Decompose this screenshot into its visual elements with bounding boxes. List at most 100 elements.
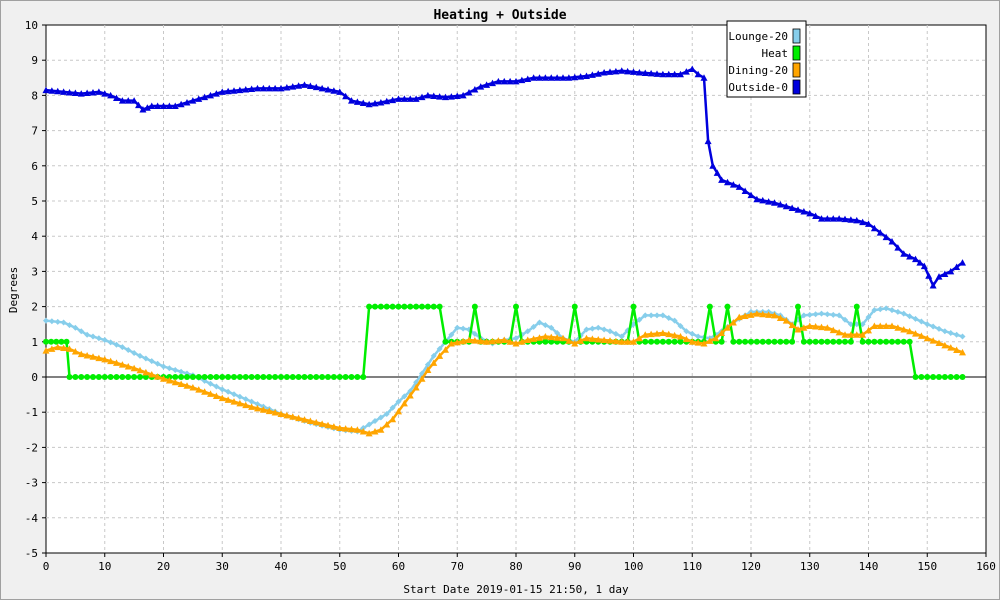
point-dining-20 (494, 337, 502, 344)
point-dining-20 (706, 337, 714, 344)
point-lounge-20 (883, 305, 890, 312)
point-dining-20 (829, 326, 837, 334)
point-dining-20 (365, 429, 373, 437)
point-outside-0 (947, 267, 955, 275)
point-lounge-20 (242, 396, 249, 403)
point-lounge-20 (554, 330, 561, 336)
point-dining-20 (794, 325, 802, 333)
point-outside-0 (916, 259, 924, 266)
point-dining-20 (847, 331, 855, 338)
point-outside-0 (336, 88, 344, 95)
point-outside-0 (447, 93, 455, 100)
point-outside-0 (139, 105, 147, 113)
point-heat (883, 338, 890, 345)
point-dining-20 (635, 334, 643, 342)
point-dining-20 (236, 399, 244, 407)
point-outside-0 (277, 84, 285, 92)
point-heat (765, 338, 772, 345)
point-heat (800, 338, 807, 345)
y-tick-label: 4 (31, 230, 38, 243)
point-dining-20 (583, 334, 590, 342)
point-dining-20 (207, 390, 214, 397)
point-heat (248, 374, 255, 380)
point-outside-0 (536, 74, 543, 81)
point-dining-20 (101, 355, 109, 363)
point-dining-20 (765, 311, 773, 318)
legend-label-dining-20: Dining-20 (728, 64, 788, 77)
point-dining-20 (130, 364, 138, 372)
point-dining-20 (142, 368, 150, 376)
point-heat (812, 338, 819, 345)
point-lounge-20 (824, 311, 831, 318)
point-dining-20 (160, 375, 167, 382)
point-heat (889, 338, 895, 345)
point-dining-20 (406, 391, 414, 399)
point-heat (113, 374, 120, 380)
point-dining-20 (912, 330, 919, 337)
point-heat (195, 374, 202, 380)
point-lounge-20 (894, 308, 901, 315)
point-outside-0 (489, 79, 496, 87)
point-dining-20 (677, 333, 684, 340)
point-heat (283, 374, 290, 380)
point-lounge-20 (436, 345, 443, 352)
point-lounge-20 (160, 363, 167, 370)
point-heat (260, 374, 267, 380)
series-dining-20 (42, 310, 966, 437)
point-outside-0 (612, 67, 620, 75)
point-heat (671, 338, 678, 345)
point-lounge-20 (671, 317, 678, 324)
point-outside-0 (765, 198, 773, 205)
point-outside-0 (653, 70, 661, 77)
point-heat (912, 374, 919, 380)
point-heat (407, 303, 414, 310)
point-dining-20 (77, 350, 85, 358)
point-outside-0 (500, 77, 508, 85)
point-heat (865, 338, 872, 345)
point-outside-0 (882, 233, 890, 241)
point-heat (783, 338, 790, 345)
point-dining-20 (83, 351, 91, 359)
point-lounge-20 (48, 318, 55, 325)
point-heat (642, 338, 649, 345)
point-outside-0 (912, 255, 919, 263)
point-dining-20 (348, 425, 355, 433)
point-outside-0 (600, 69, 608, 76)
point-dining-20 (941, 341, 949, 349)
point-outside-0 (594, 70, 602, 77)
point-lounge-20 (401, 393, 408, 400)
point-dining-20 (195, 386, 203, 393)
point-outside-0 (242, 86, 250, 93)
point-lounge-20 (95, 335, 102, 342)
point-outside-0 (588, 71, 596, 78)
point-lounge-20 (119, 344, 126, 351)
point-heat (142, 374, 149, 380)
point-outside-0 (724, 178, 731, 186)
point-outside-0 (183, 98, 191, 106)
y-tick-label: -3 (25, 477, 38, 490)
point-dining-20 (224, 396, 232, 403)
point-outside-0 (483, 81, 491, 88)
point-lounge-20 (871, 307, 878, 314)
point-heat (325, 374, 331, 380)
point-lounge-20 (60, 319, 67, 326)
point-heat (677, 338, 684, 345)
point-lounge-20 (383, 410, 390, 417)
point-heat (313, 374, 320, 380)
point-lounge-20 (395, 398, 402, 405)
point-heat (330, 374, 337, 380)
point-dining-20 (483, 338, 491, 345)
point-lounge-20 (154, 360, 161, 367)
point-dining-20 (371, 428, 379, 435)
point-dining-20 (577, 337, 585, 344)
point-heat (659, 338, 666, 345)
point-outside-0 (794, 206, 802, 213)
point-lounge-20 (665, 315, 672, 322)
point-outside-0 (312, 83, 320, 91)
point-outside-0 (459, 91, 467, 99)
point-heat (184, 374, 190, 380)
point-dining-20 (242, 401, 250, 409)
point-heat (295, 374, 302, 380)
x-tick-label: 140 (859, 560, 879, 573)
point-heat (166, 374, 173, 380)
